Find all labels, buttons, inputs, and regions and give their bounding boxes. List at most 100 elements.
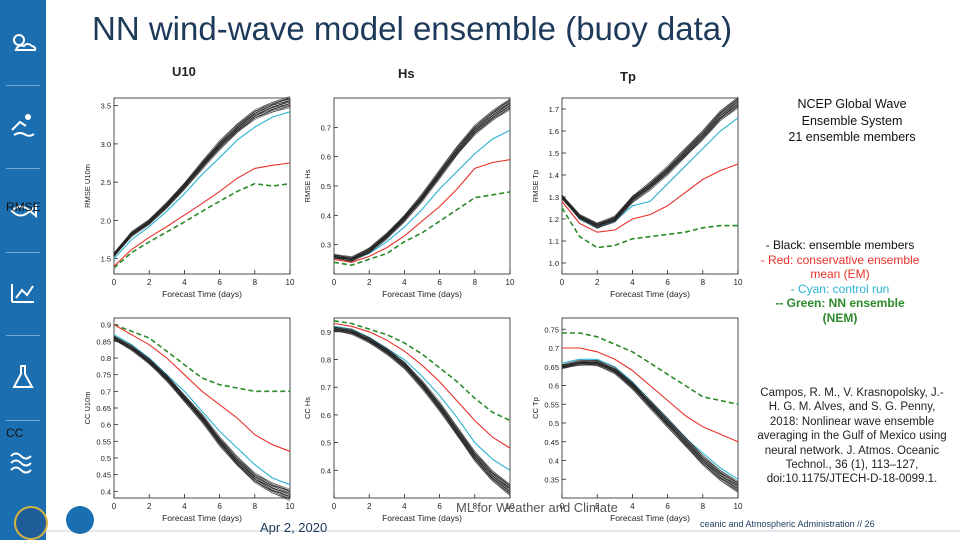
y-axis-label: CC U10m: [83, 392, 92, 425]
y-tick-label: 0.5: [321, 439, 331, 448]
y-tick-label: 0.3: [321, 241, 331, 250]
x-tick-label: 6: [665, 278, 670, 287]
flask-icon: [12, 365, 34, 388]
y-tick-label: 0.5: [321, 182, 331, 191]
x-tick-label: 6: [217, 278, 222, 287]
plot-frame: [333, 97, 511, 275]
y-tick-label: 0.7: [549, 344, 559, 353]
x-tick-label: 0: [332, 502, 337, 511]
series-line-nem: [113, 323, 290, 393]
y-axis-label: RMSE U10m: [83, 164, 92, 208]
y-tick-label: 1.2: [549, 215, 559, 224]
y-tick-label: 0.4: [101, 487, 111, 496]
row-label-cc: CC: [6, 426, 24, 440]
x-axis-label: Forecast Time (days): [162, 513, 242, 523]
x-tick-label: 2: [595, 278, 600, 287]
x-axis-label: Forecast Time (days): [162, 289, 242, 299]
series-line-member: [333, 326, 511, 486]
legend: - Black: ensemble members - Red: conserv…: [760, 238, 920, 325]
x-tick-label: 10: [734, 502, 743, 511]
y-tick-label: 0.45: [544, 438, 559, 447]
column-label-tp: Tp: [620, 69, 636, 84]
swimmer-icon: [11, 114, 35, 137]
chart-cc-hs: 0 2 4 6 8 10 0.4 0.5 0.6 0.7 0.8 0.9 Forecast Time (…: [300, 312, 518, 528]
legend-red: - Red: conservative ensemble mean (EM): [760, 252, 920, 282]
x-tick-label: 8: [253, 278, 258, 287]
y-tick-label: 0.65: [96, 404, 111, 413]
y-tick-label: 0.7: [321, 383, 331, 392]
x-tick-label: 6: [437, 502, 442, 511]
series-line-nem: [561, 207, 738, 249]
x-tick-label: 0: [112, 502, 117, 511]
series-line-member: [113, 337, 291, 491]
footer-right: ceanic and Atmospheric Administration //…: [700, 519, 875, 529]
y-tick-label: 3.5: [101, 102, 111, 111]
x-tick-label: 10: [286, 502, 295, 511]
chart-icon: [11, 284, 34, 303]
series-line-member: [113, 335, 291, 491]
series-line-member: [561, 361, 739, 483]
series-line-em: [561, 163, 739, 233]
footer-bar: [46, 530, 960, 532]
x-tick-label: 0: [560, 278, 565, 287]
system-note: NCEP Global Wave Ensemble System 21 ense…: [752, 96, 952, 146]
citation: Campos, R. M., V. Krasnopolsky, J.-H. G.…: [757, 387, 947, 486]
y-tick-label: 0.65: [544, 363, 559, 372]
y-tick-label: 0.9: [101, 321, 111, 330]
x-tick-label: 10: [286, 278, 295, 287]
series-line-em: [562, 347, 739, 443]
x-tick-label: 10: [734, 278, 743, 287]
y-axis-label: RMSE Tp: [531, 170, 540, 202]
footer-center: ML for Weather and Climate: [456, 500, 618, 515]
y-tick-label: 0.5: [549, 419, 559, 428]
y-tick-label: 0.55: [544, 400, 559, 409]
series-line-member: [333, 99, 511, 259]
y-tick-label: 1.5: [101, 255, 111, 264]
y-tick-label: 0.35: [544, 475, 559, 484]
noaa-logo-icon: [14, 506, 48, 540]
y-tick-label: 0.4: [321, 466, 331, 475]
x-tick-label: 4: [402, 502, 407, 511]
chart-rmse-hs: 0 2 4 6 8 10 0.3 0.4 0.5 0.6 0.7 Forecast Time (day…: [300, 92, 518, 304]
series-line-em: [113, 324, 291, 452]
x-tick-label: 6: [665, 502, 670, 511]
y-tick-label: 0.45: [96, 471, 111, 480]
x-tick-label: 8: [253, 502, 258, 511]
system-note-line2: Ensemble System: [801, 113, 903, 128]
series-line-member: [113, 97, 291, 256]
series-line-em: [333, 159, 511, 263]
chart-rmse-u10: 0 2 4 6 8 10 1.5 2.0 2.5 3.0 3.5 Forecast Time (day…: [80, 92, 298, 304]
x-tick-label: 8: [701, 502, 706, 511]
y-tick-label: 0.6: [549, 382, 559, 391]
x-tick-label: 4: [182, 278, 187, 287]
x-tick-label: 6: [437, 278, 442, 287]
y-tick-label: 0.8: [321, 356, 331, 365]
x-tick-label: 8: [473, 278, 478, 287]
series-line-member: [561, 98, 739, 226]
y-tick-label: 1.5: [549, 149, 559, 158]
x-tick-label: 8: [701, 278, 706, 287]
page-title: NN wind-wave model ensemble (buoy data): [92, 10, 733, 47]
chart-cc-u10: 0 2 4 6 8 10 0.4 0.45 0.5 0.55 0.6 0.65 0.7 0.75 0.8 0.…: [80, 312, 298, 528]
x-tick-label: 4: [402, 278, 407, 287]
x-axis-label: Forecast Time (days): [382, 513, 462, 523]
y-tick-label: 0.8: [101, 354, 111, 363]
sun-cloud-icon: [13, 34, 37, 51]
x-tick-label: 0: [112, 278, 117, 287]
y-tick-label: 0.6: [321, 411, 331, 420]
x-tick-label: 2: [367, 502, 372, 511]
y-axis-label: CC Hs: [303, 397, 312, 419]
y-tick-label: 1.4: [549, 171, 559, 180]
plot-frame: [113, 317, 291, 499]
y-tick-label: 0.6: [101, 421, 111, 430]
series-line-em: [333, 322, 511, 449]
row-label-rmse: RMSE: [6, 200, 41, 214]
series-line-member: [561, 98, 739, 226]
system-note-line1: NCEP Global Wave: [797, 97, 907, 111]
x-tick-label: 10: [506, 278, 515, 287]
legend-green: -- Green: NN ensemble (NEM): [775, 296, 905, 325]
x-tick-label: 8: [473, 502, 478, 511]
x-tick-label: 6: [217, 502, 222, 511]
series-line-em: [113, 162, 291, 267]
x-tick-label: 2: [367, 278, 372, 287]
